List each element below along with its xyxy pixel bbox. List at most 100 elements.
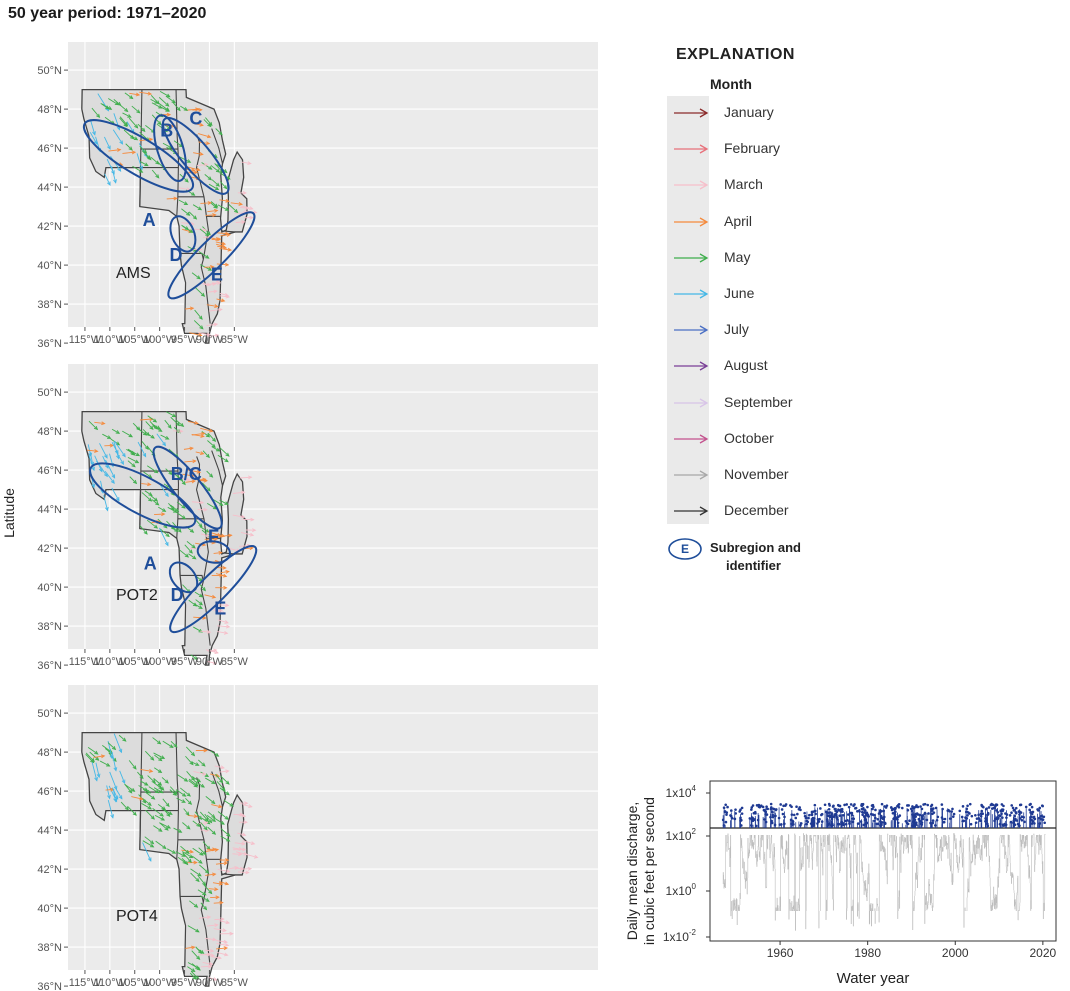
flow-timing-arrow (234, 841, 246, 846)
legend-item-label: May (724, 248, 751, 265)
subregion-ellipse (169, 545, 258, 634)
legend-item-label: October (724, 429, 774, 446)
flow-timing-arrow (200, 629, 212, 634)
flow-timing-arrow (137, 771, 144, 780)
latitude-tick-label: 44°N (37, 825, 62, 837)
flow-timing-arrow (208, 183, 220, 191)
flow-timing-arrow (191, 950, 201, 961)
latitude-tick-label: 44°N (37, 504, 62, 516)
flow-timing-arrow (122, 150, 137, 155)
state-border (221, 873, 236, 876)
flow-timing-arrow (181, 208, 191, 216)
flow-timing-arrow (108, 98, 120, 106)
peak-point (951, 807, 954, 811)
flow-timing-arrow (219, 881, 230, 886)
flow-timing-arrow (103, 495, 109, 512)
flow-timing-arrow (194, 780, 205, 788)
flow-timing-arrow (200, 533, 211, 538)
flow-timing-arrow (140, 780, 149, 786)
flow-timing-arrow (193, 320, 204, 330)
flow-timing-arrow (94, 421, 106, 426)
flow-timing-arrow (230, 202, 243, 206)
flow-timing-arrow (207, 826, 217, 835)
map-panel-pot4: 50°N 48°N 46°N 44°N 42°N 40°N 38°N 36°N 115°W110… (37, 685, 598, 991)
longitude-tick-label: 115°W (69, 656, 102, 668)
peak-point (820, 812, 824, 816)
flow-timing-arrow (184, 544, 193, 554)
peak-point (931, 819, 935, 822)
peak-point (1020, 815, 1024, 819)
flow-timing-arrow (93, 754, 106, 759)
longitude-tick-label: 105°W (118, 334, 152, 346)
flow-timing-arrow (217, 630, 229, 635)
latitude-tick-label: 38°N (37, 299, 62, 311)
legend-arrow-icon (674, 180, 709, 190)
flow-timing-arrow (108, 148, 122, 152)
flow-timing-arrow (229, 866, 239, 870)
flow-timing-arrow (207, 660, 218, 665)
longitude-tick-label: 85°W (221, 656, 249, 668)
flow-timing-arrow (197, 332, 212, 337)
flow-timing-arrow (177, 774, 189, 782)
flow-timing-arrow (210, 750, 220, 757)
peak-point (811, 817, 815, 820)
flow-timing-arrow (127, 806, 137, 816)
peak-point (968, 802, 972, 806)
flow-timing-arrow (175, 789, 187, 797)
subregion-ellipse (196, 540, 232, 564)
longitude-tick-label: 90°W (196, 977, 224, 989)
flow-timing-arrow (196, 947, 205, 954)
flow-timing-arrow (200, 902, 208, 911)
peak-point (873, 819, 876, 823)
legend-item-february: February (668, 138, 918, 160)
peak-point (943, 817, 947, 821)
flow-timing-arrow (240, 532, 255, 537)
legend-arrow-icon (674, 398, 709, 408)
flow-timing-arrow (204, 594, 217, 599)
flow-timing-arrow (199, 584, 206, 592)
flow-timing-arrow (235, 220, 246, 224)
state-border (195, 777, 209, 903)
peak-point (967, 811, 970, 814)
flow-timing-arrow (150, 157, 160, 165)
flow-timing-arrow (205, 872, 217, 877)
peak-point (880, 821, 884, 824)
flow-timing-arrow (192, 204, 203, 211)
flow-timing-arrow (213, 550, 223, 555)
peak-point (927, 812, 930, 815)
inset-y-tick-label: 1x102 (666, 827, 697, 843)
flow-timing-arrow (195, 599, 204, 606)
flow-timing-arrow (219, 920, 231, 925)
legend-item-july: July (668, 319, 918, 341)
flow-timing-arrow (195, 451, 205, 455)
peak-point (1013, 808, 1016, 812)
legend-item-label: July (724, 321, 749, 338)
flow-timing-arrow (236, 851, 248, 856)
latitude-tick-label: 36°N (37, 338, 62, 350)
inset-y-tick-label: 1x100 (666, 882, 697, 898)
legend-item-label: September (724, 393, 793, 410)
latitude-tick-label: 40°N (37, 260, 62, 272)
flow-timing-arrow (217, 624, 231, 629)
flow-timing-arrow (193, 152, 204, 156)
peak-point (894, 810, 897, 814)
peak-point (1033, 822, 1036, 825)
latitude-tick-label: 38°N (37, 621, 62, 633)
peak-point (770, 821, 774, 825)
flow-timing-arrow (228, 204, 239, 214)
peak-point (891, 811, 895, 815)
flow-timing-arrow (215, 128, 223, 136)
flow-timing-arrow (100, 102, 110, 110)
peak-point (890, 808, 894, 812)
legend-arrow-icon (674, 253, 709, 263)
peak-point (779, 803, 782, 806)
peak-point (897, 802, 901, 806)
flow-timing-arrow (216, 781, 226, 792)
peak-point (823, 803, 827, 807)
flow-timing-arrow (166, 196, 178, 201)
latitude-tick-label: 36°N (37, 660, 62, 672)
flow-timing-arrow (153, 752, 166, 759)
latitude-tick-label: 50°N (37, 708, 62, 720)
peak-point (1000, 812, 1003, 816)
longitude-tick-label: 95°W (171, 977, 199, 989)
